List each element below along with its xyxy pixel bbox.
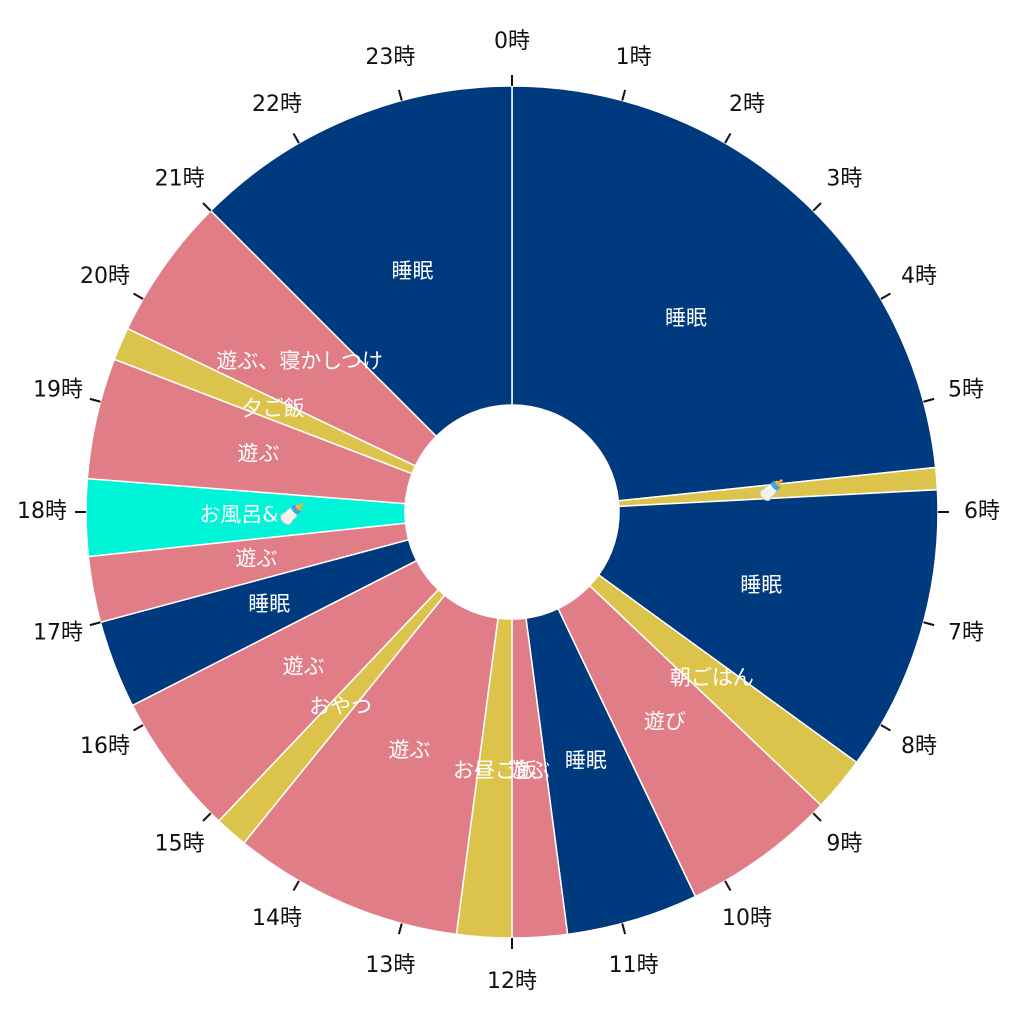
segment-label: 睡眠 — [665, 306, 707, 330]
hour-label: 6時 — [964, 499, 1000, 524]
hour-label: 20時 — [80, 264, 130, 289]
segment-label: 🍼 — [758, 478, 784, 503]
segment-label: 遊ぶ — [237, 442, 279, 466]
segment-label: 睡眠 — [392, 259, 434, 283]
hour-label: 12時 — [487, 969, 537, 994]
hour-label: 19時 — [33, 377, 83, 402]
hour-tick — [202, 812, 212, 822]
hour-label: 15時 — [155, 831, 205, 856]
hour-label: 2時 — [729, 92, 765, 117]
hour-label: 22時 — [252, 92, 302, 117]
hour-tick — [397, 89, 403, 101]
segment-label: 睡眠 — [248, 592, 290, 616]
hour-tick — [812, 202, 822, 212]
center-hole — [405, 405, 619, 619]
hour-label: 1時 — [616, 45, 652, 70]
hour-tick — [621, 923, 627, 935]
segment-label: 睡眠 — [565, 748, 607, 772]
segment-label: 遊ぶ — [235, 546, 277, 570]
segment-label: 遊び — [644, 709, 686, 733]
hour-label: 16時 — [80, 734, 130, 759]
segment-label: 遊ぶ — [508, 758, 550, 782]
hour-label: 3時 — [826, 167, 862, 192]
hour-tick — [724, 133, 732, 144]
segment-label: 睡眠 — [740, 573, 782, 597]
hour-label: 18時 — [17, 499, 67, 524]
hour-label: 13時 — [365, 953, 415, 978]
hour-tick — [133, 724, 144, 732]
hour-label: 0時 — [494, 29, 530, 54]
hour-label: 4時 — [901, 264, 937, 289]
segment-label: 朝ごはん — [670, 665, 754, 689]
hour-tick — [880, 724, 891, 732]
segment-label: お昼ご飯 — [453, 758, 537, 782]
segments-group — [85, 85, 939, 939]
hour-labels-group: 0時 1時 2時 3時 4時 5時 6時 7時 8時 9時 10時 11時 12時 13時 14時 15時 16… — [17, 29, 1000, 994]
segment-label: 夕ご飯 — [242, 396, 305, 420]
hour-label: 5時 — [948, 377, 984, 402]
hour-ticks-group — [75, 75, 949, 949]
segment-label: 遊ぶ — [283, 655, 325, 679]
hour-tick — [292, 880, 300, 891]
hour-label: 8時 — [901, 734, 937, 759]
hour-label: 21時 — [155, 167, 205, 192]
segment-label: 遊ぶ — [388, 738, 430, 762]
hour-label: 23時 — [365, 45, 415, 70]
hour-label: 10時 — [722, 906, 772, 931]
hour-tick — [292, 133, 300, 144]
segment-labels-group: 睡眠🍼睡眠朝ごはん遊び睡眠遊ぶお昼ご飯遊ぶおやつ遊ぶ睡眠遊ぶお風呂&🍼遊ぶ夕ご飯… — [199, 259, 784, 783]
segment-label: おやつ — [309, 694, 372, 718]
hour-tick — [923, 621, 935, 627]
hour-label: 17時 — [33, 621, 83, 646]
hour-label: 9時 — [826, 831, 862, 856]
hour-label: 14時 — [252, 906, 302, 931]
hour-label: 11時 — [609, 953, 659, 978]
hour-tick — [89, 397, 101, 403]
hour-label: 7時 — [948, 621, 984, 646]
segment-label: お風呂&🍼 — [199, 501, 305, 526]
hour-tick — [724, 880, 732, 891]
hour-tick — [621, 89, 627, 101]
segment-label: 遊ぶ、寝かしつけ — [216, 349, 383, 373]
hour-tick — [202, 202, 212, 212]
hour-tick — [89, 621, 101, 627]
hour-tick — [397, 923, 403, 935]
hour-tick — [923, 397, 935, 403]
hour-tick — [880, 292, 891, 300]
hour-tick — [133, 292, 144, 300]
hour-tick — [812, 812, 822, 822]
